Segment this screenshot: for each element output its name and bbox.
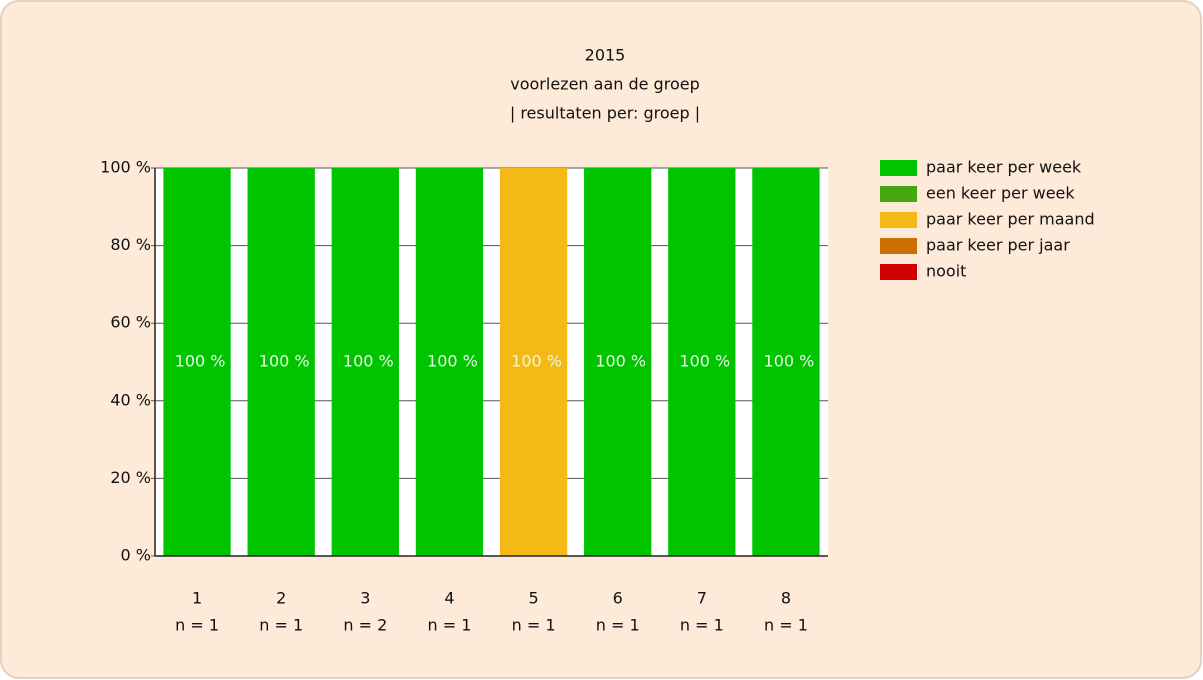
x-tick-label: 8	[781, 589, 791, 608]
y-tick-label: 40 %	[110, 390, 151, 409]
bar-segment	[752, 168, 820, 556]
x-tick-note: n = 1	[596, 616, 640, 635]
legend-label: een keer per week	[926, 184, 1075, 203]
value-label: 100 %	[427, 352, 478, 371]
legend-swatch	[880, 264, 917, 280]
value-label: 100 %	[679, 352, 730, 371]
legend-swatch	[880, 160, 917, 176]
x-tick-note: n = 2	[343, 616, 387, 635]
chart-subtitle: voorlezen aan de groep	[510, 75, 699, 94]
legend-label: paar keer per jaar	[926, 236, 1070, 255]
legend-swatch	[880, 238, 917, 254]
bar-segment	[499, 168, 568, 556]
y-tick-label: 100 %	[100, 158, 151, 177]
value-label: 100 %	[511, 352, 562, 371]
legend-label: paar keer per week	[926, 158, 1082, 177]
x-tick-note: n = 1	[680, 616, 724, 635]
x-tick-label: 2	[276, 589, 286, 608]
x-tick-label: 4	[444, 589, 454, 608]
bar-segment	[247, 168, 315, 556]
x-tick-label: 6	[613, 589, 623, 608]
x-tick-note: n = 1	[175, 616, 219, 635]
y-tick-label: 20 %	[110, 468, 151, 487]
chart-title: 2015	[585, 46, 626, 65]
bar-segment	[331, 168, 399, 556]
bar-segment	[163, 168, 231, 556]
x-tick-label: 7	[697, 589, 707, 608]
bar-segment	[584, 168, 652, 556]
legend-swatch	[880, 212, 917, 228]
chart-subtitle: | resultaten per: groep |	[510, 104, 700, 123]
bar-segment	[668, 168, 736, 556]
x-tick-label: 1	[192, 589, 202, 608]
x-tick-note: n = 1	[427, 616, 471, 635]
value-label: 100 %	[595, 352, 646, 371]
x-tick-label: 3	[360, 589, 370, 608]
y-tick-label: 0 %	[121, 546, 151, 565]
x-tick-note: n = 1	[764, 616, 808, 635]
legend-label: nooit	[926, 262, 966, 281]
x-tick-note: n = 1	[259, 616, 303, 635]
legend-swatch	[880, 186, 917, 202]
x-tick-note: n = 1	[512, 616, 556, 635]
legend-label: paar keer per maand	[926, 210, 1095, 229]
value-label: 100 %	[764, 352, 815, 371]
bar-segment	[415, 168, 484, 556]
x-tick-label: 5	[528, 589, 538, 608]
value-label: 100 %	[175, 352, 226, 371]
value-label: 100 %	[259, 352, 310, 371]
value-label: 100 %	[343, 352, 394, 371]
y-tick-label: 60 %	[110, 313, 151, 332]
y-tick-label: 80 %	[110, 235, 151, 254]
